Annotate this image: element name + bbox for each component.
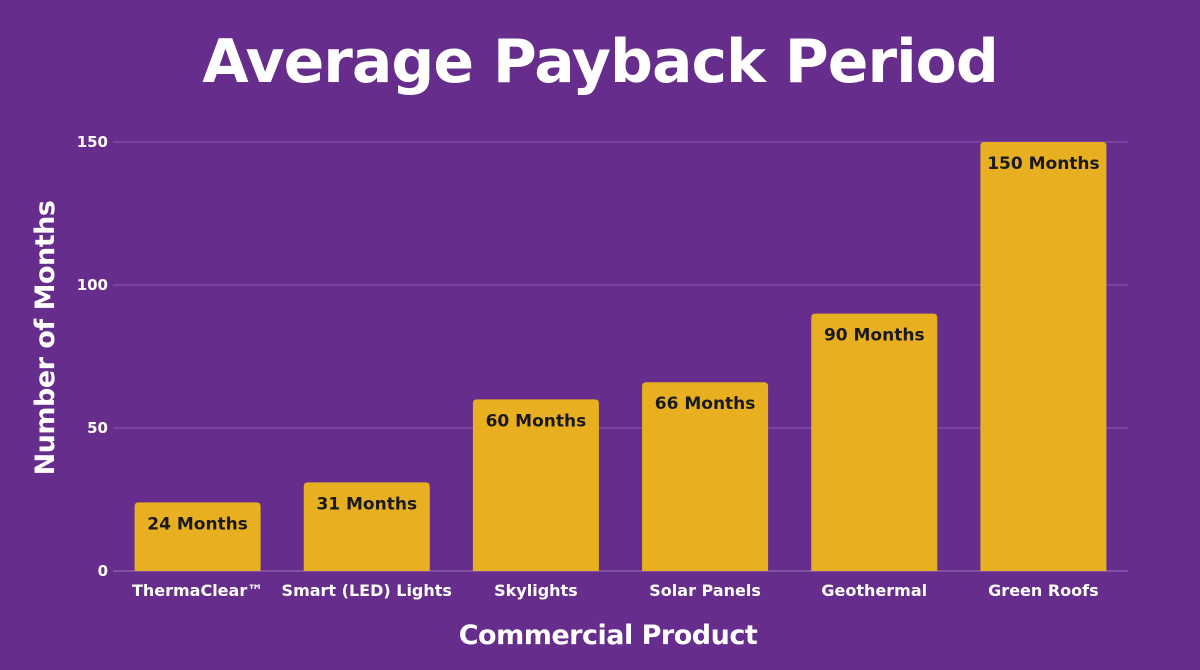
bar-data-label: 66 Months [655,394,756,414]
bar-4 [642,382,769,571]
x-tick-label: ThermaClear™ [132,581,263,600]
bar-data-label: 150 Months [987,154,1099,174]
x-tick-label: Green Roofs [988,581,1098,600]
y-tick-label: 50 [87,419,108,437]
bar-1 [134,502,261,571]
x-axis-ticks: ThermaClear™ Smart (LED) Lights Skylights S… [132,581,1099,600]
chart-title: Average Payback Period [202,27,998,97]
x-axis-title: Commercial Product [459,620,758,651]
y-tick-label: 100 [77,276,108,294]
bar-data-label: 90 Months [824,326,925,346]
bar-5 [811,313,938,571]
y-tick-label: 0 [98,562,108,580]
y-axis-title: Number of Months [30,201,61,476]
y-axis-ticks: 0 50 100 150 [77,133,108,580]
bar-data-label: 31 Months [316,494,417,514]
bar-2 [303,482,430,571]
gridlines [113,141,1128,572]
bar-data-label: 60 Months [486,411,587,431]
bar-data-label: 24 Months [147,514,248,534]
x-tick-label: Smart (LED) Lights [282,581,452,600]
bar-data-labels: 24 Months 31 Months 60 Months 66 Months 90 M… [147,154,1099,534]
x-tick-label: Skylights [494,581,578,600]
x-tick-label: Geothermal [821,581,927,600]
bar-3 [472,399,599,571]
bars [134,142,1107,571]
bar-6 [980,142,1107,571]
y-tick-label: 150 [77,133,108,151]
x-tick-label: Solar Panels [649,581,761,600]
